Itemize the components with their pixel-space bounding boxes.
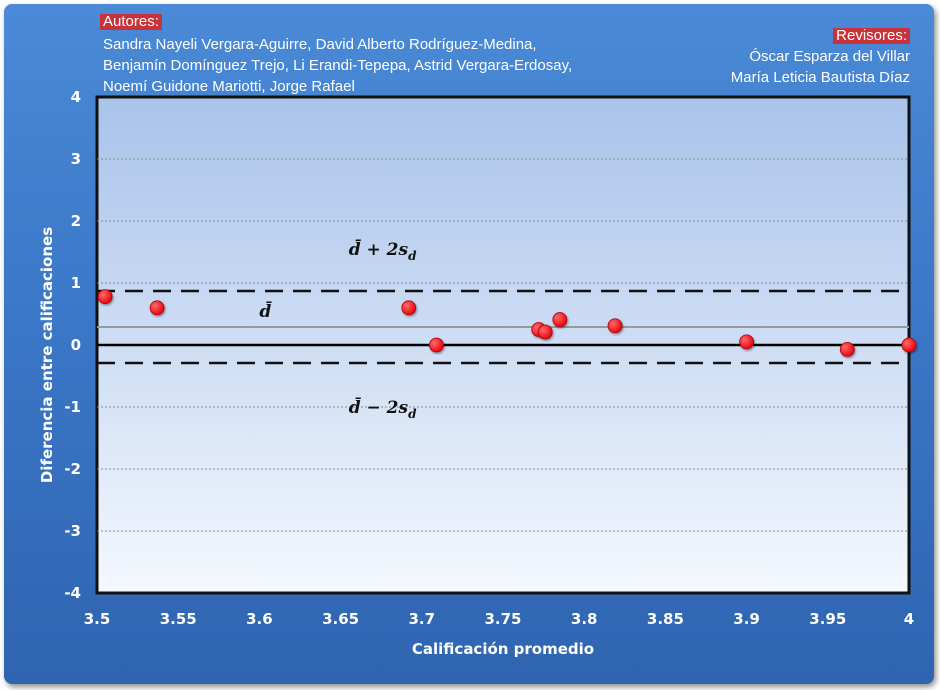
y-tick-label: 4 bbox=[71, 88, 81, 106]
authors-names: Sandra Nayeli Vergara-Aguirre, David Alb… bbox=[103, 36, 573, 95]
data-point bbox=[552, 312, 568, 327]
x-tick-label: 3.55 bbox=[160, 610, 197, 628]
x-tick-label: 3.5 bbox=[84, 610, 111, 628]
reviewers-label: Revisores: bbox=[833, 28, 910, 44]
data-point bbox=[97, 289, 113, 305]
chart-svg: d̄ + 2sd d̄ d̄ − 2sd 4 3 2 1 0 -1 -2 -3 -4 3.5 3.55… bbox=[38, 88, 917, 658]
y-tick-label: 1 bbox=[71, 274, 81, 292]
data-point bbox=[839, 341, 855, 357]
upper-limit-label: d̄ + 2sd bbox=[349, 239, 417, 263]
x-tick-label: 3.85 bbox=[647, 610, 684, 628]
y-tick-label: -3 bbox=[64, 522, 81, 540]
reviewer-name: Óscar Esparza del Villar bbox=[749, 48, 910, 65]
x-tick-label: 3.7 bbox=[409, 610, 436, 628]
y-tick-label: 3 bbox=[71, 150, 81, 168]
x-tick-label: 3.9 bbox=[733, 610, 760, 628]
data-point bbox=[429, 337, 444, 353]
x-tick-label: 3.95 bbox=[809, 610, 846, 628]
x-tick-labels: 3.5 3.55 3.6 3.65 3.7 3.75 3.8 3.85 3.9 3.95 4 bbox=[84, 610, 915, 628]
data-point bbox=[401, 300, 417, 316]
x-tick-label: 3.65 bbox=[322, 610, 359, 628]
x-tick-label: 4 bbox=[904, 610, 914, 628]
data-point bbox=[607, 318, 623, 334]
authors-label: Autores: bbox=[100, 14, 162, 30]
data-points bbox=[97, 289, 917, 357]
x-tick-label: 3.75 bbox=[484, 610, 521, 628]
x-tick-label: 3.6 bbox=[246, 610, 273, 628]
data-point bbox=[739, 334, 754, 350]
x-tick-label: 3.8 bbox=[571, 610, 598, 628]
data-point bbox=[149, 300, 165, 316]
y-tick-label: -1 bbox=[64, 398, 81, 416]
mean-label: d̄ bbox=[259, 301, 272, 322]
y-tick-label: 0 bbox=[71, 336, 81, 354]
y-tick-label: -2 bbox=[64, 460, 81, 478]
grid bbox=[97, 158, 909, 532]
y-axis-label: Diferencia entre calificaciones bbox=[38, 227, 56, 483]
reviewers-names: Óscar Esparza del Villar María Leticia B… bbox=[731, 46, 910, 88]
annotations: d̄ + 2sd d̄ d̄ − 2sd bbox=[259, 239, 417, 421]
x-axis-label: Calificación promedio bbox=[412, 640, 594, 658]
lower-limit-label: d̄ − 2sd bbox=[349, 397, 417, 421]
data-point bbox=[901, 337, 917, 353]
y-tick-label: 2 bbox=[71, 212, 81, 230]
data-point bbox=[537, 324, 553, 340]
y-tick-labels: 4 3 2 1 0 -1 -2 -3 -4 bbox=[64, 88, 81, 602]
reference-lines bbox=[97, 289, 909, 365]
chart-frame: d̄ + 2sd d̄ d̄ − 2sd 4 3 2 1 0 -1 -2 -3 -4 3.5 3.55… bbox=[4, 4, 934, 684]
y-tick-label: -4 bbox=[64, 584, 81, 602]
reviewer-name: María Leticia Bautista Díaz bbox=[730, 69, 910, 86]
